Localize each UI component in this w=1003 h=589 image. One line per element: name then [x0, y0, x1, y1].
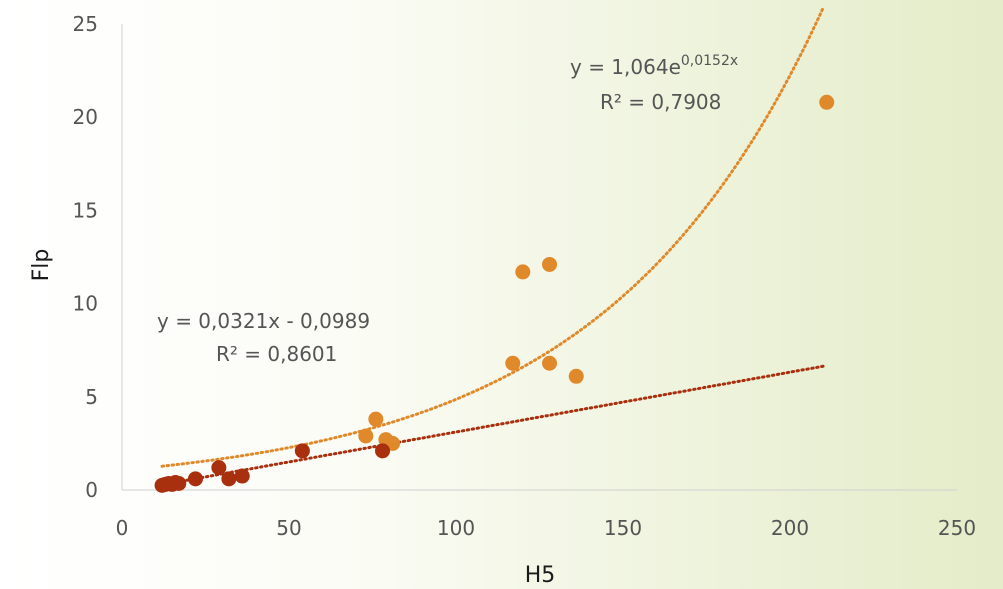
data-point: [542, 355, 558, 371]
data-point: [358, 428, 374, 444]
linear-trendline: [160, 364, 825, 487]
y-tick-labels: 0 5 10 15 20 25: [73, 12, 98, 502]
data-point: [375, 443, 391, 459]
exp-trendline-r2: R² = 0,7908: [600, 90, 721, 114]
data-point: [187, 471, 203, 487]
linear-trendline-equation: y = 0,0321x - 0,0989: [157, 309, 370, 333]
x-tick-label: 50: [276, 516, 301, 540]
axes: [121, 24, 957, 491]
data-point: [368, 411, 384, 427]
y-tick-label: 0: [85, 478, 98, 502]
y-axis-title: Flp: [29, 249, 54, 282]
linear-trendline-r2: R² = 0,8601: [216, 342, 337, 366]
x-tick-label: 250: [938, 516, 976, 540]
data-point: [542, 256, 558, 272]
y-tick-label: 15: [73, 198, 98, 222]
exp-equation-exponent: 0,0152x: [681, 53, 738, 69]
data-point: [515, 264, 531, 280]
y-tick-label: 5: [85, 385, 98, 409]
x-axis-title: H5: [525, 563, 556, 588]
x-tick-labels: 0 50 100 150 200 250: [116, 516, 976, 540]
x-tick-label: 100: [437, 516, 475, 540]
data-point: [505, 355, 521, 371]
trendlines: [160, 5, 825, 487]
data-point: [211, 460, 227, 476]
y-tick-label: 25: [73, 12, 98, 36]
y-tick-label: 10: [73, 292, 98, 316]
data-point: [221, 471, 237, 487]
data-points: [154, 94, 835, 493]
data-point: [294, 443, 310, 459]
data-point: [171, 475, 187, 491]
exp-trendline-equation: y = 1,064e0,0152x: [570, 53, 738, 79]
exp-equation-base: y = 1,064e: [570, 55, 681, 79]
x-tick-label: 200: [771, 516, 809, 540]
x-tick-label: 0: [116, 516, 129, 540]
data-point: [819, 94, 835, 110]
data-point: [568, 368, 584, 384]
x-tick-label: 150: [604, 516, 642, 540]
data-point: [234, 468, 250, 484]
y-tick-label: 20: [73, 105, 98, 129]
exponential-trendline: [160, 5, 825, 468]
